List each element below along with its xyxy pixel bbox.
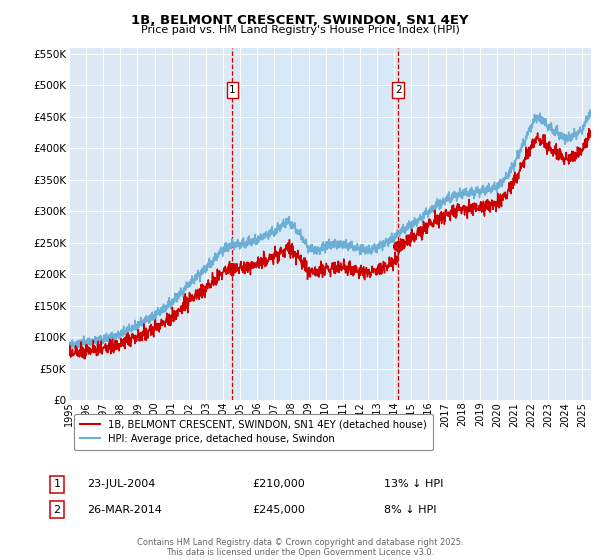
Legend: 1B, BELMONT CRESCENT, SWINDON, SN1 4EY (detached house), HPI: Average price, det: 1B, BELMONT CRESCENT, SWINDON, SN1 4EY (… — [74, 414, 433, 450]
Text: 2: 2 — [395, 85, 401, 95]
Text: £245,000: £245,000 — [252, 505, 305, 515]
Text: 13% ↓ HPI: 13% ↓ HPI — [384, 479, 443, 489]
Text: Contains HM Land Registry data © Crown copyright and database right 2025.
This d: Contains HM Land Registry data © Crown c… — [137, 538, 463, 557]
Text: £210,000: £210,000 — [252, 479, 305, 489]
Text: 1B, BELMONT CRESCENT, SWINDON, SN1 4EY: 1B, BELMONT CRESCENT, SWINDON, SN1 4EY — [131, 14, 469, 27]
Text: 2: 2 — [53, 505, 61, 515]
Bar — [232, 48, 398, 400]
Text: Price paid vs. HM Land Registry's House Price Index (HPI): Price paid vs. HM Land Registry's House … — [140, 25, 460, 35]
Text: 26-MAR-2014: 26-MAR-2014 — [87, 505, 162, 515]
Text: 1: 1 — [53, 479, 61, 489]
Text: 23-JUL-2004: 23-JUL-2004 — [87, 479, 155, 489]
Text: 1: 1 — [229, 85, 236, 95]
Text: 8% ↓ HPI: 8% ↓ HPI — [384, 505, 437, 515]
